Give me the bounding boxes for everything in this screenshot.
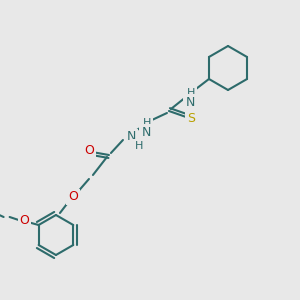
Text: O: O xyxy=(20,214,30,227)
Text: H: H xyxy=(187,88,195,98)
Text: N: N xyxy=(185,95,195,109)
Text: O: O xyxy=(68,190,78,203)
Text: H: H xyxy=(143,118,151,128)
Text: N: N xyxy=(126,130,136,143)
Text: H: H xyxy=(135,141,143,151)
Text: S: S xyxy=(187,112,195,125)
Text: N: N xyxy=(141,125,151,139)
Text: O: O xyxy=(84,145,94,158)
